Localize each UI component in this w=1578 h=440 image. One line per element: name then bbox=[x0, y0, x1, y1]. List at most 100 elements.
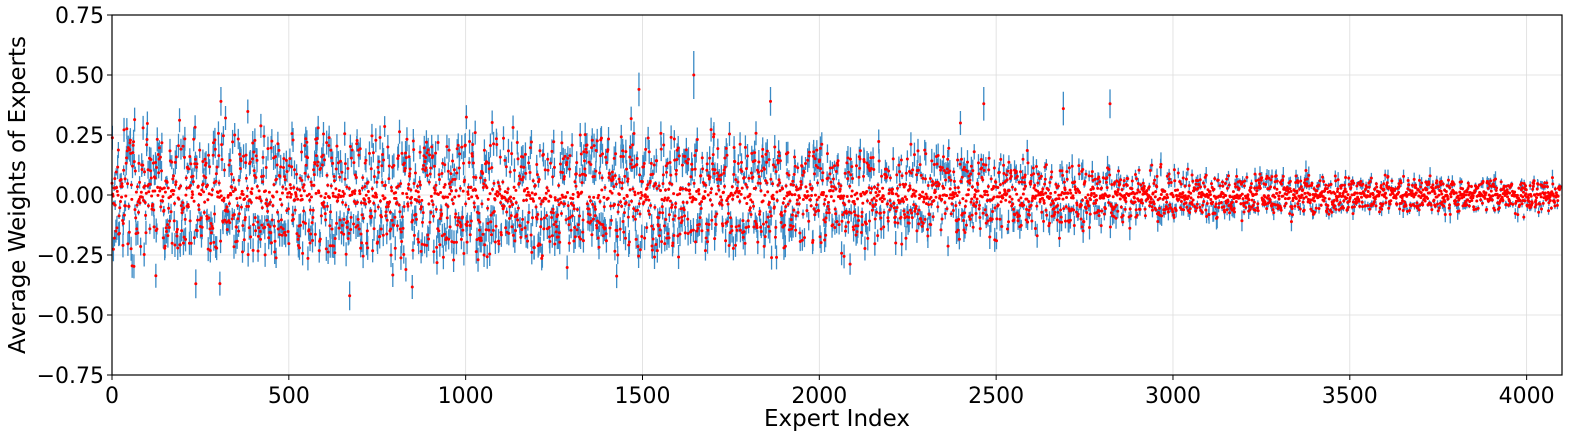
mean-point bbox=[1531, 184, 1535, 188]
mean-point bbox=[620, 181, 624, 185]
mean-point bbox=[642, 162, 646, 166]
mean-point bbox=[560, 141, 564, 145]
mean-point bbox=[779, 211, 783, 214]
mean-point bbox=[1048, 195, 1052, 199]
mean-point bbox=[611, 175, 615, 179]
mean-point bbox=[1428, 191, 1432, 195]
mean-point bbox=[640, 193, 644, 197]
mean-point bbox=[434, 207, 438, 211]
mean-point bbox=[436, 193, 440, 197]
mean-point bbox=[975, 200, 979, 204]
mean-point bbox=[1359, 191, 1363, 195]
mean-point bbox=[907, 215, 911, 219]
mean-point bbox=[998, 191, 1002, 195]
mean-point bbox=[752, 204, 756, 208]
mean-point bbox=[200, 188, 204, 192]
mean-point bbox=[408, 172, 412, 176]
mean-point bbox=[960, 175, 964, 179]
mean-point bbox=[544, 191, 548, 195]
mean-point bbox=[1469, 184, 1473, 188]
mean-point bbox=[676, 234, 680, 238]
mean-point bbox=[401, 226, 405, 230]
mean-point bbox=[661, 173, 665, 177]
mean-point bbox=[846, 177, 850, 181]
mean-point bbox=[1254, 192, 1258, 196]
mean-point bbox=[137, 210, 141, 214]
mean-point bbox=[957, 237, 961, 241]
mean-point bbox=[415, 198, 419, 202]
mean-point bbox=[769, 214, 773, 218]
mean-point bbox=[538, 149, 542, 153]
mean-point bbox=[316, 160, 320, 164]
mean-point bbox=[818, 235, 822, 239]
mean-point bbox=[497, 184, 501, 188]
mean-point bbox=[618, 227, 622, 231]
mean-point bbox=[591, 202, 595, 206]
mean-point bbox=[740, 169, 744, 173]
mean-point bbox=[1053, 190, 1057, 194]
mean-point bbox=[491, 187, 495, 191]
mean-point bbox=[773, 145, 777, 149]
mean-point bbox=[860, 215, 864, 218]
mean-point bbox=[324, 192, 328, 196]
mean-point bbox=[296, 197, 300, 201]
mean-point bbox=[851, 177, 855, 180]
mean-point bbox=[793, 155, 797, 159]
mean-point bbox=[1142, 187, 1146, 191]
mean-point bbox=[547, 235, 551, 239]
mean-point bbox=[838, 187, 842, 191]
mean-point bbox=[854, 164, 858, 168]
mean-point bbox=[1317, 207, 1321, 211]
mean-point bbox=[1464, 193, 1468, 197]
mean-point bbox=[1174, 208, 1178, 212]
mean-point bbox=[286, 207, 290, 211]
mean-point bbox=[706, 228, 710, 232]
mean-point bbox=[419, 205, 423, 209]
mean-point bbox=[290, 132, 294, 136]
mean-point bbox=[379, 227, 383, 231]
mean-point bbox=[1289, 189, 1293, 193]
mean-point bbox=[1042, 219, 1046, 223]
mean-point bbox=[516, 218, 520, 222]
mean-point bbox=[149, 176, 153, 180]
mean-point bbox=[155, 165, 159, 169]
mean-point bbox=[1545, 181, 1549, 185]
mean-point bbox=[422, 146, 426, 150]
mean-point bbox=[686, 217, 690, 221]
mean-point bbox=[221, 220, 225, 224]
mean-point bbox=[394, 191, 398, 195]
mean-point bbox=[1042, 199, 1046, 203]
mean-point bbox=[758, 212, 762, 216]
mean-point bbox=[1209, 197, 1213, 201]
mean-point bbox=[630, 158, 634, 162]
mean-point bbox=[342, 192, 346, 196]
mean-point bbox=[1534, 199, 1538, 203]
mean-point bbox=[590, 138, 594, 142]
mean-point bbox=[519, 235, 523, 239]
mean-point bbox=[286, 229, 290, 233]
mean-point bbox=[524, 234, 528, 238]
mean-point bbox=[1245, 175, 1249, 179]
mean-point bbox=[1137, 168, 1141, 172]
mean-point bbox=[232, 245, 236, 249]
mean-point bbox=[326, 183, 330, 187]
mean-point bbox=[696, 226, 700, 230]
mean-point bbox=[811, 154, 815, 158]
mean-point bbox=[911, 168, 915, 172]
mean-point bbox=[175, 227, 179, 231]
mean-point bbox=[1291, 199, 1295, 203]
mean-point bbox=[1360, 200, 1364, 204]
mean-point bbox=[1200, 210, 1204, 214]
mean-point bbox=[1173, 179, 1177, 183]
mean-point bbox=[700, 229, 704, 233]
mean-point bbox=[427, 180, 431, 184]
mean-point bbox=[912, 203, 916, 207]
mean-point bbox=[1154, 190, 1158, 194]
mean-point bbox=[1308, 201, 1312, 205]
mean-point bbox=[614, 152, 618, 156]
mean-point bbox=[486, 197, 490, 201]
mean-point bbox=[978, 216, 982, 219]
mean-point bbox=[688, 196, 692, 200]
mean-point bbox=[584, 147, 588, 151]
mean-point bbox=[724, 239, 728, 243]
